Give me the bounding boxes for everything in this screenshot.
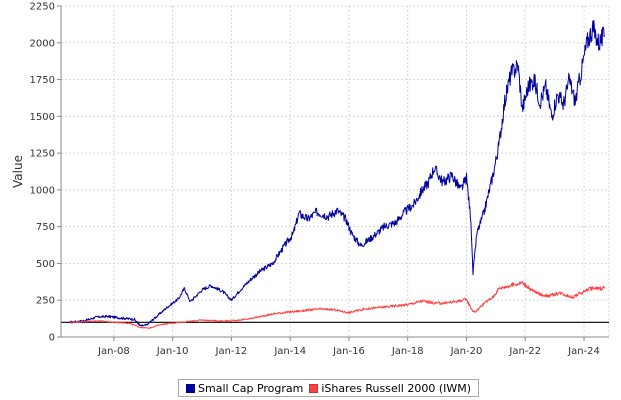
line-chart: 0 250 500 750 1000 1250 1500 1750 2000 2250 Jan-0… [11, 2, 610, 357]
x-tick-label: Jan-24 [567, 346, 600, 357]
legend: Small Cap Program iShares Russell 2000 (… [178, 379, 480, 397]
x-tick-label: Jan-08 [97, 346, 130, 357]
legend-swatch-small-cap [186, 383, 195, 393]
y-tick-label: 2000 [30, 38, 55, 49]
series-line-iwm [69, 281, 606, 329]
x-tick-label: Jan-10 [156, 346, 189, 357]
legend-label-iwm: iShares Russell 2000 (IWM) [321, 381, 472, 395]
x-axis-ticks: Jan-08 Jan-10 Jan-12 Jan-14 Jan-16 Jan-18 Jan-… [97, 337, 600, 357]
legend-item-small-cap: Small Cap Program [186, 382, 303, 395]
legend-swatch-iwm [309, 383, 319, 393]
plot-area [61, 6, 609, 337]
x-tick-label: Jan-12 [215, 346, 248, 357]
y-tick-label: 2250 [30, 2, 55, 13]
y-tick-label: 1250 [30, 149, 55, 160]
y-tick-label: 1500 [30, 112, 55, 123]
series-line-small-cap [69, 19, 606, 327]
y-axis-title: Value [11, 155, 25, 188]
y-axis-ticks: 0 250 500 750 1000 1250 1500 1750 2000 2250 [30, 2, 61, 344]
x-tick-label: Jan-18 [391, 346, 424, 357]
x-tick-label: Jan-14 [273, 346, 306, 357]
y-tick-label: 250 [36, 296, 55, 307]
legend-item-iwm: iShares Russell 2000 (IWM) [309, 382, 471, 395]
y-tick-label: 750 [36, 222, 55, 233]
y-tick-label: 1000 [30, 185, 55, 196]
y-tick-label: 500 [36, 259, 55, 270]
series-group [69, 19, 606, 329]
x-tick-label: Jan-22 [508, 346, 541, 357]
x-tick-label: Jan-20 [450, 346, 483, 357]
x-tick-label: Jan-16 [332, 346, 365, 357]
y-tick-label: 1750 [30, 75, 55, 86]
y-tick-label: 0 [49, 333, 55, 344]
legend-label-small-cap: Small Cap Program [198, 381, 304, 395]
grid [61, 5, 610, 338]
